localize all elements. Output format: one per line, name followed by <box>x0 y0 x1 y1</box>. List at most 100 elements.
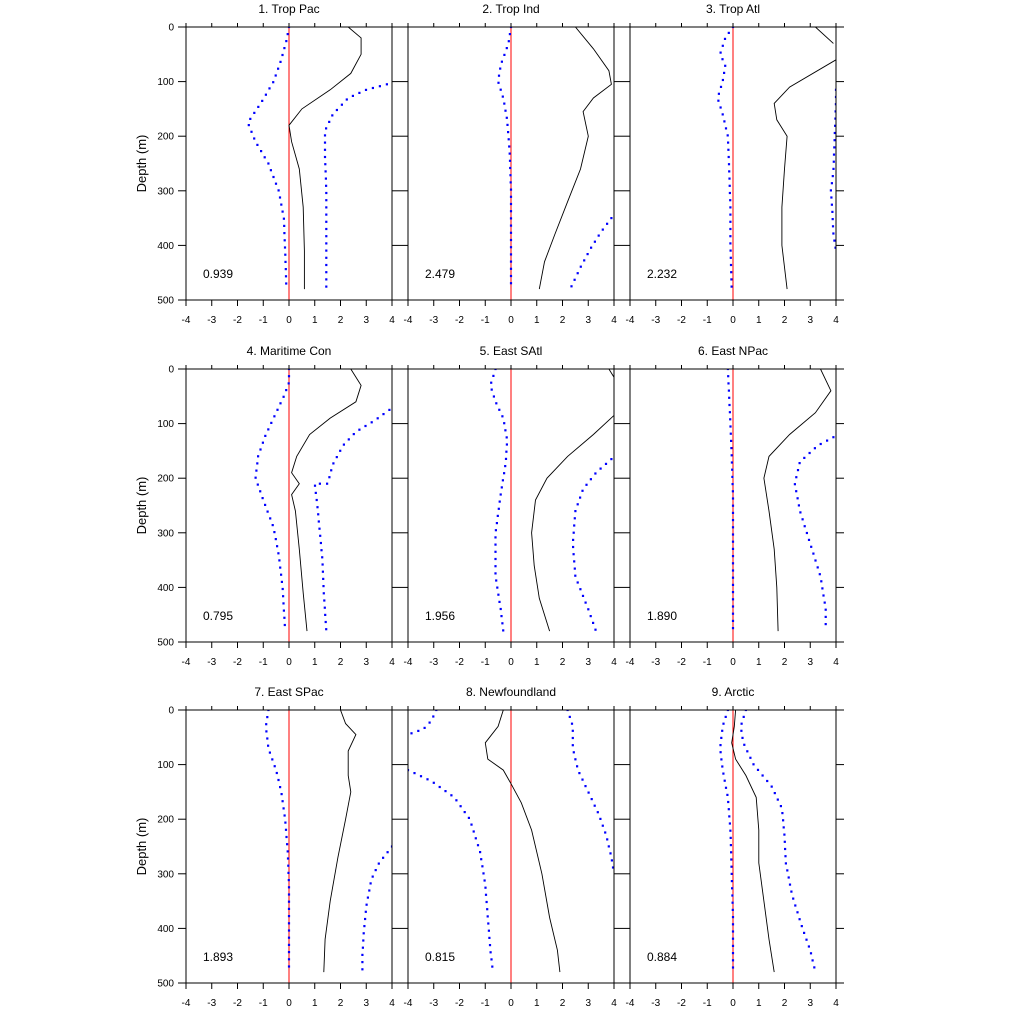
profile-dot <box>328 476 331 479</box>
profile-dot <box>833 239 836 242</box>
profile-dot <box>325 220 328 223</box>
x-tick-label: -4 <box>404 315 413 326</box>
profile-dot <box>821 587 824 590</box>
profile-dot <box>730 851 733 854</box>
profile-dot <box>254 476 257 479</box>
profile-dot <box>495 402 498 405</box>
panel-value-label: 1.890 <box>647 609 677 623</box>
profile-dot <box>805 531 808 535</box>
profile-dot <box>283 232 286 235</box>
profile-dot <box>729 213 732 216</box>
profile-dot <box>731 569 735 572</box>
profile-dot <box>256 462 259 465</box>
profile-dot <box>284 821 287 824</box>
panel-title: 3. Trop Atl <box>706 2 760 16</box>
profile-dot <box>325 127 328 130</box>
profile-dot <box>313 484 317 487</box>
profile-dot <box>500 60 503 63</box>
profile-dot <box>822 594 825 597</box>
profile-dot <box>486 908 489 911</box>
profile-dot <box>390 845 392 848</box>
x-tick-label: 1 <box>312 315 318 326</box>
profile-dot <box>721 113 724 116</box>
profile-dot <box>790 890 793 893</box>
profile-dot <box>784 855 787 858</box>
profile-dot <box>728 411 731 414</box>
profile-dot <box>267 744 270 747</box>
y-tick-label: 0 <box>168 365 174 376</box>
profile-dot <box>796 911 799 914</box>
profile-dot <box>509 181 512 184</box>
profile-dot <box>325 249 328 252</box>
profile-dot <box>509 166 512 170</box>
profile-dot <box>273 531 276 534</box>
panel-1: 1. Trop Pac -4 -3 -2 -1 0 1 2 3 4 0 100 200 300 400 500… <box>134 2 400 326</box>
profile-dot <box>826 439 829 442</box>
profile-dot <box>271 524 274 527</box>
profile-dot <box>731 468 734 471</box>
profile-dot <box>509 267 513 270</box>
profile-dot <box>499 88 502 91</box>
profile-dot <box>784 847 787 851</box>
profile-dot <box>265 730 268 733</box>
profile-dot <box>509 231 513 234</box>
panel-data <box>247 27 388 290</box>
profile-dot <box>287 886 291 889</box>
profile-dot <box>316 506 319 509</box>
profile-dot <box>728 170 731 173</box>
profile-dot <box>721 729 724 732</box>
profile-dot <box>282 609 285 612</box>
profile-dot <box>280 203 283 206</box>
profile-dot <box>470 823 473 826</box>
profile-dot <box>798 462 801 465</box>
panel-5: 5. East SAtl -4 -3 -2 -1 0 1 2 3 4 1.956 <box>400 344 622 668</box>
profile-dot <box>432 781 435 784</box>
panel-6: 6. East NPac -4 -3 -2 -1 0 1 2 3 4 1.890 <box>622 344 844 668</box>
profile-dot <box>729 206 732 209</box>
x-tick-label: 3 <box>807 657 813 668</box>
profile-dot <box>730 439 733 442</box>
x-tick-label: 2 <box>338 315 344 326</box>
profile-dot <box>834 117 836 120</box>
profile-dot <box>730 865 733 868</box>
profile-dot <box>269 169 272 172</box>
profile-dot <box>813 447 816 450</box>
dotted-profile-series <box>719 710 735 969</box>
profile-dot <box>366 896 369 899</box>
panel-data <box>497 27 613 290</box>
profile-dot <box>413 772 416 775</box>
profile-dot <box>361 946 364 949</box>
profile-dot <box>283 246 287 249</box>
x-tick-label: 2 <box>782 315 788 326</box>
profile-dot <box>317 520 320 523</box>
profile-dot <box>323 141 327 144</box>
x-tick-label: 2 <box>338 657 344 668</box>
profile-dot <box>287 369 291 371</box>
profile-dot <box>727 141 730 144</box>
panel-value-label: 1.893 <box>203 950 233 964</box>
profile-dot <box>504 109 507 112</box>
profile-dot <box>807 538 811 541</box>
panel-3: 3. Trop Atl -4 -3 -2 -1 0 1 2 3 4 2.232 <box>622 2 844 326</box>
profile-dot <box>283 616 286 619</box>
profile-dot <box>264 93 267 96</box>
profile-dot <box>503 472 506 475</box>
profile-dot <box>507 138 510 141</box>
x-tick-label: -4 <box>626 657 635 668</box>
profile-dot <box>358 428 361 431</box>
profile-dot <box>273 415 276 418</box>
profile-dot <box>731 540 735 543</box>
profile-dot <box>581 594 585 597</box>
profile-dot <box>491 965 494 968</box>
profile-dot <box>776 798 779 801</box>
panel-title: 1. Trop Pac <box>258 2 319 16</box>
profile-dot <box>724 127 728 130</box>
profile-dot <box>287 965 291 968</box>
profile-dot <box>731 576 735 579</box>
profile-dot <box>280 573 283 576</box>
profile-dot <box>282 217 285 220</box>
profile-dot <box>592 621 595 624</box>
profile-dot <box>287 929 291 932</box>
profile-dot <box>282 807 285 810</box>
profile-dot <box>324 620 327 624</box>
